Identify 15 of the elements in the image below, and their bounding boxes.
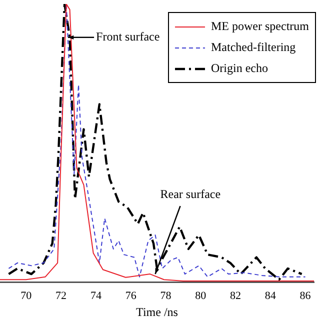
legend-label: Matched-filtering xyxy=(211,40,296,55)
annotation: Front surface xyxy=(96,30,160,44)
annotation: Rear surface xyxy=(160,187,221,202)
x-tick-label: 72 xyxy=(56,290,67,302)
x-tick-label: 82 xyxy=(230,290,241,302)
x-tick-label: 84 xyxy=(264,290,276,302)
x-tick-label: 76 xyxy=(125,290,137,302)
x-tick-label: 70 xyxy=(20,290,32,302)
x-tick-label: 80 xyxy=(195,290,207,302)
x-tick-label: 86 xyxy=(300,290,312,302)
x-tick-label: 78 xyxy=(160,290,172,302)
legend-label: ME power spectrum xyxy=(211,19,309,34)
legend-label: Origin echo xyxy=(211,61,268,76)
x-tick-label: 74 xyxy=(90,290,102,302)
x-axis-title: Time /ns xyxy=(136,304,178,319)
